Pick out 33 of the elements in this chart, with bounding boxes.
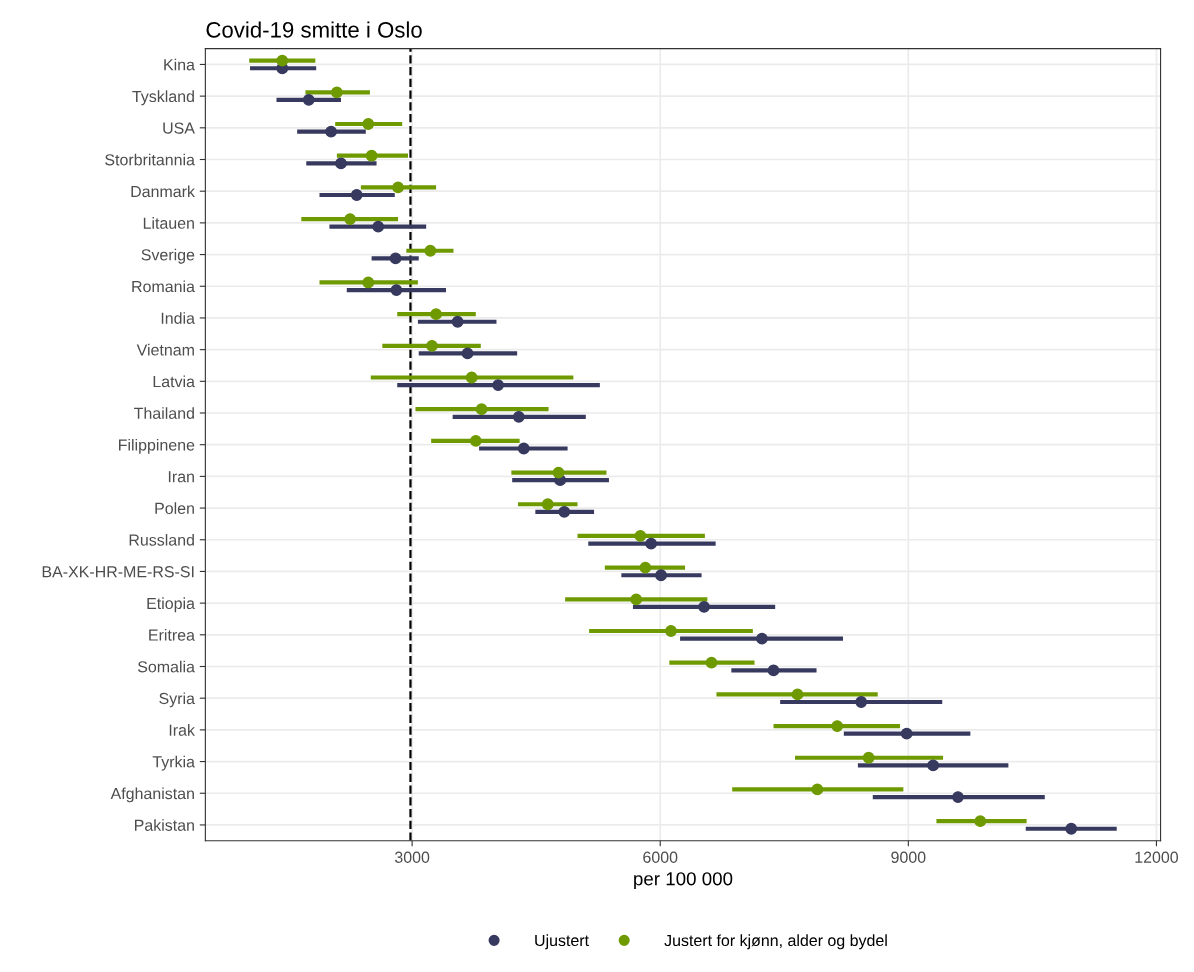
x-axis-title: per 100 000: [634, 872, 733, 890]
y-tick-label: USA: [163, 122, 195, 134]
y-tick-label: Polen: [155, 502, 194, 515]
legend-label: Justert for kjønn, alder og bydel: [664, 934, 887, 950]
y-tick-label: India: [161, 312, 195, 324]
y-tick-label: Vietnam: [136, 343, 194, 356]
y-tick-label: Tyrkia: [152, 755, 195, 771]
y-tick-label: Afghanistan: [110, 787, 194, 803]
y-tick-label: Etiopia: [147, 597, 195, 613]
chart-title: Covid-19 smitte i Oslo: [206, 21, 422, 38]
y-tick-label: Syria: [159, 692, 195, 708]
y-tick-label: Iran: [168, 471, 194, 483]
y-tick-label: Irak: [169, 724, 195, 736]
y-tick-label: Filippinene: [119, 438, 195, 454]
y-tick-label: Romania: [132, 280, 195, 293]
x-tick-label: 6000: [643, 851, 678, 863]
y-tick-label: Kina: [164, 58, 195, 71]
x-tick-label: 9000: [891, 851, 926, 863]
y-tick-label: Tyskland: [132, 90, 194, 106]
x-tick-label: 12000: [1135, 851, 1179, 863]
y-tick-label: Danmark: [131, 185, 195, 198]
y-tick-label: BA-XK-HR-ME-RS-SI: [42, 566, 194, 578]
y-tick-label: Pakistan: [135, 819, 194, 831]
y-tick-label: Somalia: [137, 660, 195, 673]
y-tick-label: Latvia: [153, 375, 195, 388]
y-tick-label: Litauen: [143, 217, 194, 229]
legend-label: Ujustert: [535, 934, 589, 950]
y-tick-label: Sverige: [141, 248, 195, 264]
y-tick-label: Russland: [129, 533, 194, 546]
y-tick-label: Eritrea: [149, 629, 195, 641]
y-tick-label: Thailand: [134, 407, 194, 419]
y-tick-label: Storbritannia: [105, 153, 195, 166]
x-tick-label: 3000: [394, 851, 430, 863]
